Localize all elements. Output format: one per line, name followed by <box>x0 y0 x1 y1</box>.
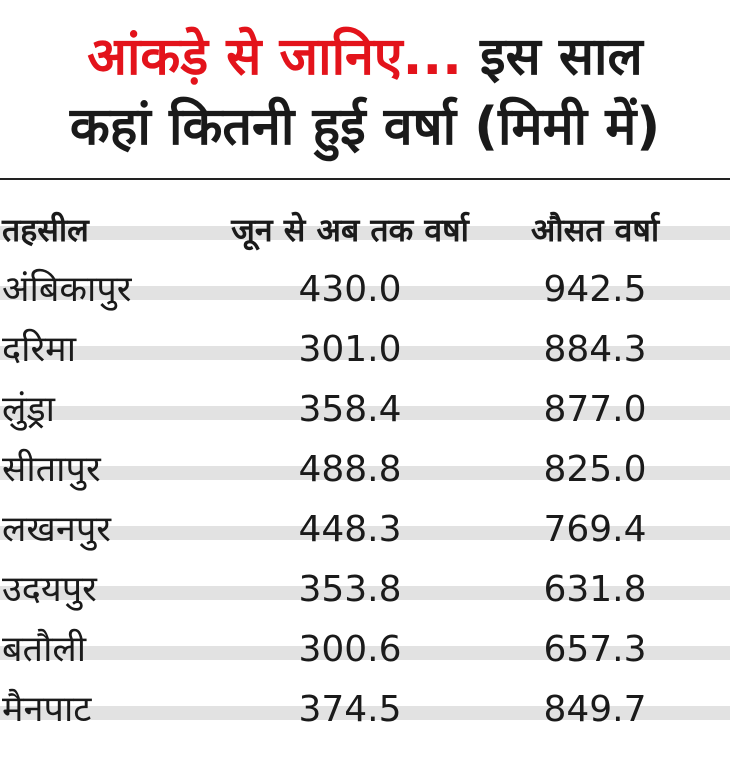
header-row: तहसील जून से अब तक वर्षा औसत वर्षा <box>0 200 730 260</box>
title-highlight: आंकड़े से जानिए... <box>87 27 462 87</box>
divider <box>0 178 730 180</box>
table-row: बतौली 300.6 657.3 <box>0 620 730 680</box>
table-cell: 769.4 <box>543 509 647 550</box>
row-band <box>0 646 730 660</box>
table-cell: 448.3 <box>298 509 402 550</box>
column-header: जून से अब तक वर्षा <box>231 211 469 249</box>
row-band <box>0 526 730 540</box>
table-cell: 353.8 <box>298 569 402 610</box>
table-cell: लुंड्रा <box>2 389 55 430</box>
table-cell: 374.5 <box>298 689 402 730</box>
table-cell: 631.8 <box>543 569 647 610</box>
table-cell: अंबिकापुर <box>2 269 132 310</box>
table-cell: 825.0 <box>543 449 647 490</box>
table-cell: 301.0 <box>298 329 402 370</box>
table-row: दरिमा 301.0 884.3 <box>0 320 730 380</box>
column-header: औसत वर्षा <box>530 211 660 249</box>
table-cell: सीतापुर <box>2 449 101 490</box>
row-band <box>0 466 730 480</box>
table: तहसील जून से अब तक वर्षा औसत वर्षा अंबिकापु… <box>0 200 730 740</box>
table-row: लखनपुर 448.3 769.4 <box>0 500 730 560</box>
row-band <box>0 586 730 600</box>
table-cell: 358.4 <box>298 389 402 430</box>
table-cell: 657.3 <box>543 629 647 670</box>
title-text: इस साल <box>480 27 643 87</box>
table-row: मैनपाट 374.5 849.7 <box>0 680 730 740</box>
table-cell: उदयपुर <box>2 569 97 610</box>
row-band <box>0 286 730 300</box>
table-cell: 877.0 <box>543 389 647 430</box>
column-header: तहसील <box>2 211 89 249</box>
row-band <box>0 406 730 420</box>
table-cell: 884.3 <box>543 329 647 370</box>
row-band <box>0 226 730 240</box>
table-cell: दरिमा <box>2 329 77 370</box>
table-cell: 849.7 <box>543 689 647 730</box>
table-row: उदयपुर 353.8 631.8 <box>0 560 730 620</box>
table-cell: 488.8 <box>298 449 402 490</box>
row-band <box>0 706 730 720</box>
title-text: कहां कितनी हुई वर्षा (मिमी में) <box>69 97 661 157</box>
table-cell: 300.6 <box>298 629 402 670</box>
table-cell: 430.0 <box>298 269 402 310</box>
row-band <box>0 346 730 360</box>
table-cell: मैनपाट <box>2 689 92 730</box>
table-row: लुंड्रा 358.4 877.0 <box>0 380 730 440</box>
table-row: सीतापुर 488.8 825.0 <box>0 440 730 500</box>
title: आंकड़े से जानिए... इस साल कहां कितनी हुई… <box>0 22 730 162</box>
table-cell: बतौली <box>2 629 87 670</box>
table-cell: 942.5 <box>543 269 647 310</box>
table-row: अंबिकापुर 430.0 942.5 <box>0 260 730 320</box>
table-cell: लखनपुर <box>2 509 112 550</box>
